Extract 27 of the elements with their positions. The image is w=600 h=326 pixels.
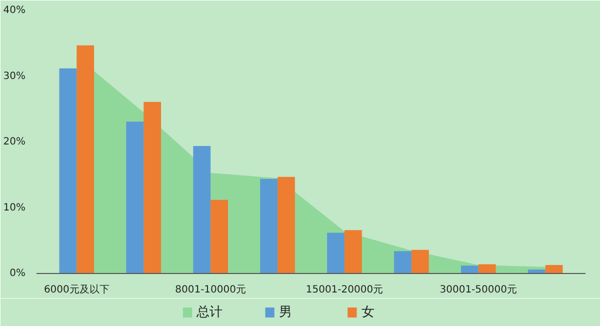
- legend-label: 男: [278, 305, 292, 320]
- bar: [411, 250, 429, 274]
- bar: [460, 266, 478, 274]
- x-tick-label: 30001-50000元: [440, 284, 517, 296]
- x-tick-label: 15001-20000元: [306, 284, 384, 296]
- bar: [144, 102, 162, 274]
- bar: [76, 45, 94, 274]
- y-tick-label: 10%: [3, 202, 26, 214]
- legend-label: 总计: [196, 305, 223, 320]
- legend-label: 女: [361, 305, 374, 320]
- bar: [126, 122, 144, 274]
- bar: [394, 251, 412, 274]
- bar: [344, 230, 362, 274]
- y-tick-label: 20%: [3, 136, 26, 148]
- bar: [327, 232, 344, 274]
- bar: [260, 178, 278, 274]
- bar: [59, 68, 77, 274]
- bar: [278, 176, 295, 274]
- y-tick-label: 40%: [3, 5, 26, 16]
- x-tick-label: 6000元及以下: [44, 284, 110, 296]
- y-tick-label: 30%: [3, 70, 26, 82]
- bar: [210, 200, 228, 274]
- bar: [478, 264, 496, 274]
- bar: [193, 146, 211, 274]
- bar: [545, 264, 563, 274]
- x-tick-label: 8001-10000元: [175, 284, 246, 296]
- y-tick-label: 0%: [10, 268, 26, 279]
